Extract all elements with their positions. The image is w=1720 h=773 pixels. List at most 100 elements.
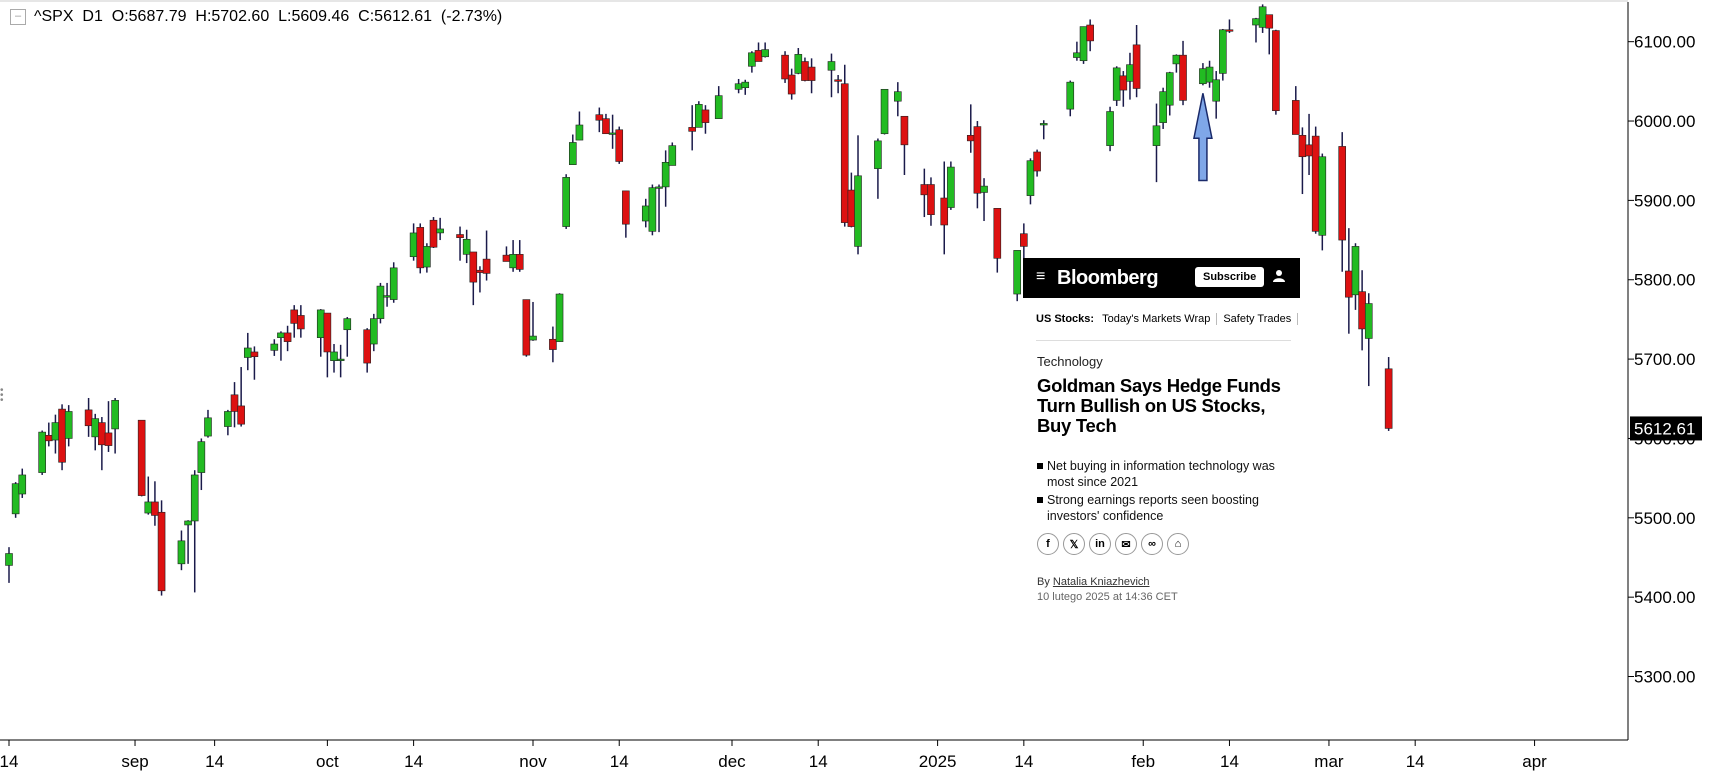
candle-body[interactable] <box>1013 250 1022 295</box>
candle-body[interactable] <box>44 434 53 442</box>
candle-body[interactable] <box>980 185 988 193</box>
candle-body[interactable] <box>807 66 816 81</box>
candle-body[interactable] <box>741 81 750 89</box>
candle-body[interactable] <box>1291 100 1300 135</box>
candle-body[interactable] <box>1351 246 1360 296</box>
candle-body[interactable] <box>1338 146 1347 241</box>
candle-body[interactable] <box>781 54 789 80</box>
candle-body[interactable] <box>1265 14 1274 29</box>
candle-body[interactable] <box>900 115 909 146</box>
candle-body[interactable] <box>270 343 279 351</box>
candle-body[interactable] <box>648 187 657 232</box>
nav-link-safety-trades[interactable]: Safety Trades <box>1223 313 1292 325</box>
candle-body[interactable] <box>157 511 166 592</box>
candle-body[interactable] <box>1219 29 1227 74</box>
candle-body[interactable] <box>1119 75 1128 91</box>
candle-body[interactable] <box>874 140 882 169</box>
candle-body[interactable] <box>416 227 425 269</box>
candle-body[interactable] <box>5 553 13 566</box>
candle-body[interactable] <box>469 251 478 283</box>
candle-body[interactable] <box>1172 54 1181 65</box>
article-headline[interactable]: Goldman Says Hedge Funds Turn Bullish on… <box>1037 375 1281 436</box>
candle-body[interactable] <box>297 315 305 330</box>
candle-body[interactable] <box>509 254 517 269</box>
drag-handle-icon[interactable]: • • • <box>0 385 4 406</box>
article-category[interactable]: Technology <box>1037 354 1103 369</box>
candle-body[interactable] <box>1252 18 1260 26</box>
candle-body[interactable] <box>1132 44 1141 89</box>
candle-body[interactable] <box>1033 151 1041 172</box>
candle-body[interactable] <box>11 483 20 515</box>
candle-body[interactable] <box>423 246 431 268</box>
candle-body[interactable] <box>595 114 604 121</box>
candle-body[interactable] <box>84 409 93 427</box>
candle-body[interactable] <box>137 419 146 496</box>
candle-body[interactable] <box>18 474 27 495</box>
candle-body[interactable] <box>1073 52 1081 58</box>
candle-body[interactable] <box>462 238 471 255</box>
facebook-icon[interactable]: f <box>1037 533 1059 555</box>
candle-body[interactable] <box>197 441 206 473</box>
candle-body[interactable] <box>224 411 232 427</box>
candle-body[interactable] <box>1159 91 1167 123</box>
candle-body[interactable] <box>761 49 769 58</box>
candle-body[interactable] <box>204 417 212 437</box>
candle-body[interactable] <box>1305 144 1313 157</box>
candle-body[interactable] <box>409 232 418 258</box>
menu-icon[interactable]: ≡ <box>1036 268 1046 285</box>
candle-body[interactable] <box>383 295 391 298</box>
candle-body[interactable] <box>973 126 982 194</box>
candle-body[interactable] <box>343 318 352 331</box>
candle-body[interactable] <box>701 109 710 123</box>
candle-body[interactable] <box>529 335 537 341</box>
candle-body[interactable] <box>661 161 670 188</box>
candle-body[interactable] <box>1225 29 1234 32</box>
x-icon[interactable]: 𝕏 <box>1063 533 1085 555</box>
candle-body[interactable] <box>522 299 531 356</box>
candle-body[interactable] <box>641 205 650 222</box>
candle-body[interactable] <box>1358 291 1366 330</box>
candle-body[interactable] <box>316 309 325 338</box>
candle-body[interactable] <box>1311 135 1320 232</box>
candle-body[interactable] <box>1126 64 1134 82</box>
nav-link-markets-wrap[interactable]: Today's Markets Wrap <box>1102 313 1211 325</box>
candle-body[interactable] <box>51 422 60 441</box>
candle-body[interactable] <box>58 408 66 463</box>
candle-body[interactable] <box>323 312 332 353</box>
candle-body[interactable] <box>38 431 46 473</box>
candle-body[interactable] <box>549 338 557 350</box>
candle-body[interactable] <box>608 132 617 135</box>
candle-body[interactable] <box>456 234 464 238</box>
candle-body[interactable] <box>111 400 119 430</box>
collapse-icon[interactable]: – <box>10 8 26 25</box>
candle-body[interactable] <box>104 432 113 446</box>
candle-body[interactable] <box>290 309 299 324</box>
candle-body[interactable] <box>1205 66 1214 83</box>
candle-body[interactable] <box>436 228 444 234</box>
candle-body[interactable] <box>1106 111 1114 146</box>
candle-body[interactable] <box>622 190 630 225</box>
candle-body[interactable] <box>947 166 955 208</box>
candle-body[interactable] <box>562 177 570 227</box>
candle-body[interactable] <box>151 501 159 516</box>
gift-icon[interactable]: ⌂ <box>1167 533 1189 555</box>
candle-body[interactable] <box>927 184 935 215</box>
candle-body[interactable] <box>376 285 385 319</box>
candle-body[interactable] <box>695 104 703 128</box>
bloomberg-logo[interactable]: Bloomberg <box>1057 267 1159 289</box>
subscribe-button[interactable]: Subscribe <box>1195 267 1265 287</box>
candle-body[interactable] <box>237 405 245 425</box>
linkedin-icon[interactable]: in <box>1089 533 1111 555</box>
candle-body[interactable] <box>827 61 836 71</box>
candle-body[interactable] <box>91 418 100 438</box>
candle-body[interactable] <box>920 184 929 196</box>
candle-body[interactable] <box>1086 24 1094 42</box>
candle-body[interactable] <box>993 208 1002 259</box>
candle-body[interactable] <box>1039 123 1048 126</box>
candle-body[interactable] <box>1066 81 1075 110</box>
candle-body[interactable] <box>177 540 186 565</box>
candle-body[interactable] <box>389 267 398 300</box>
candle-body[interactable] <box>1026 160 1035 196</box>
candle-body[interactable] <box>966 135 975 142</box>
